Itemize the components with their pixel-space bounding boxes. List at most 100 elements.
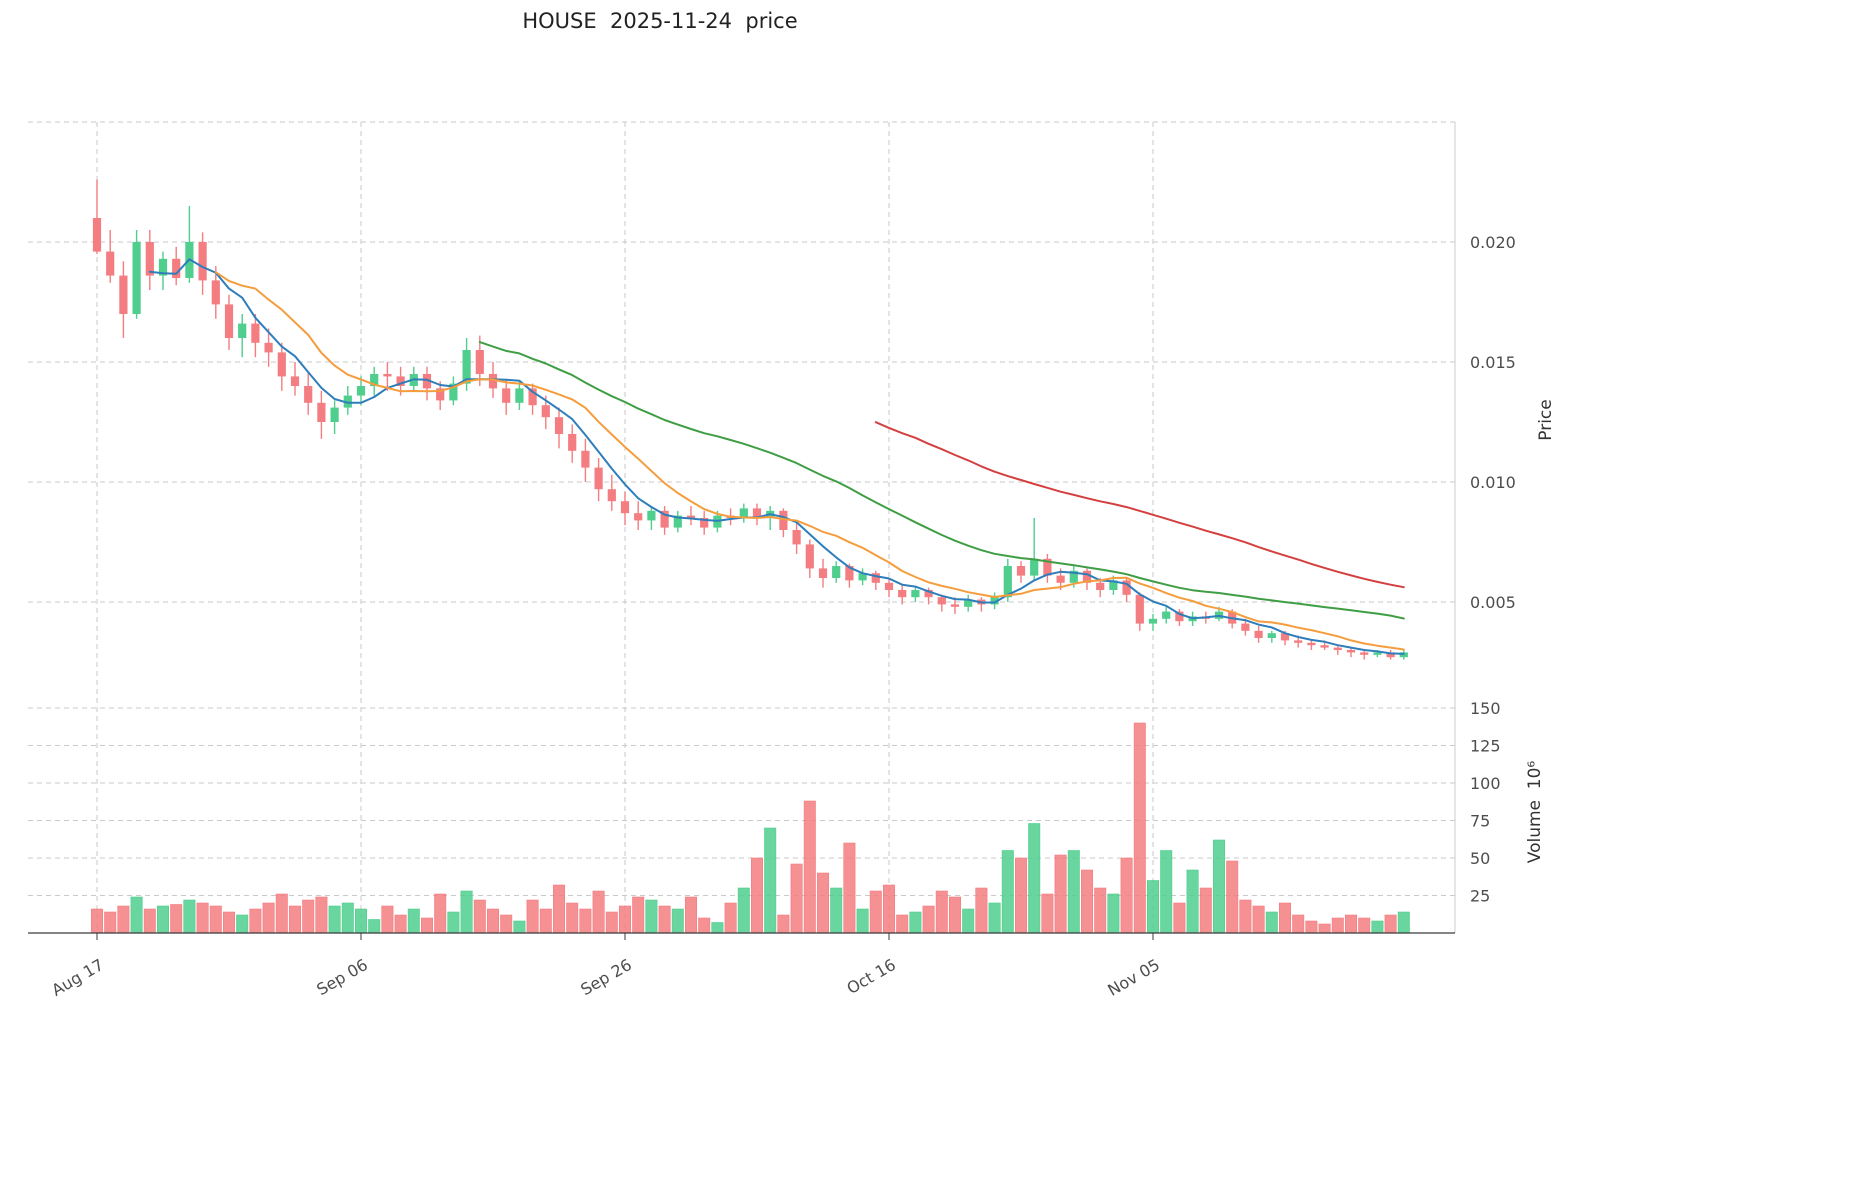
volume-bar	[790, 863, 803, 934]
candle-body	[383, 374, 392, 377]
candle-body	[198, 242, 207, 281]
candle-body	[1267, 633, 1276, 638]
volume-bar	[896, 914, 909, 934]
volume-bar	[737, 887, 750, 934]
volume-bar	[566, 902, 579, 934]
volume-bar	[1107, 893, 1120, 934]
chart-title: HOUSE 2025-11-24 price	[522, 9, 797, 33]
candle-body	[224, 304, 234, 338]
volume-bar	[1292, 914, 1305, 934]
volume-bar	[592, 890, 605, 934]
volume-bar	[486, 908, 499, 934]
candle-body	[792, 530, 801, 545]
candle-body	[568, 434, 577, 451]
candle-body	[607, 489, 616, 502]
candle-body	[871, 573, 880, 583]
candle-body	[805, 544, 814, 569]
candle-body	[277, 352, 286, 377]
candle-body	[1162, 611, 1171, 619]
candle-body	[304, 386, 313, 403]
candle-body	[132, 242, 141, 314]
volume-bar	[843, 842, 856, 934]
volume-bar	[803, 800, 816, 934]
candle-body	[937, 597, 946, 605]
ma-line-10	[214, 271, 1405, 651]
candle-body	[594, 467, 603, 490]
volume-bar	[1014, 857, 1027, 934]
volume-bar	[1384, 914, 1397, 934]
volume-bar	[117, 905, 130, 934]
volume-bar	[922, 905, 935, 934]
volume-bar	[750, 857, 763, 934]
candle-body	[818, 568, 828, 578]
candle-body	[1399, 652, 1408, 658]
volume-bar	[552, 884, 565, 934]
volume-bar	[249, 908, 262, 934]
volume-tick-label: 50	[1470, 849, 1490, 868]
volume-bar	[473, 899, 486, 934]
volume-bar	[368, 919, 381, 934]
volume-tick-label: 125	[1470, 737, 1501, 756]
volume-bar	[1213, 839, 1226, 934]
candle-body	[647, 510, 656, 521]
volume-bar	[909, 911, 922, 934]
ma-line-60	[874, 421, 1405, 589]
candle-body	[964, 599, 973, 607]
volume-bar	[1265, 911, 1278, 934]
candle-body	[396, 376, 405, 386]
candle-body	[211, 280, 220, 305]
volume-bar	[407, 908, 420, 934]
volume-bar	[579, 908, 592, 934]
candle-body	[475, 350, 484, 374]
candle-body	[1109, 580, 1118, 590]
volume-bar	[434, 893, 447, 934]
candle-body	[1386, 652, 1395, 658]
candle-body	[92, 218, 102, 252]
volume-bar	[130, 896, 143, 934]
candle-body	[686, 515, 696, 518]
volume-bar	[183, 899, 196, 934]
candle-body	[1016, 566, 1026, 576]
volume-bar	[1028, 823, 1041, 934]
candle-layer	[92, 179, 1408, 660]
x-tick-label: Aug 17	[48, 955, 107, 1000]
volume-bar	[513, 920, 526, 934]
x-tick-label: Sep 26	[577, 955, 635, 999]
volume-bar	[684, 896, 697, 934]
candle-body	[1346, 650, 1356, 653]
volume-bar	[1041, 893, 1054, 934]
volume-bar	[948, 896, 961, 934]
volume-bar	[275, 893, 288, 934]
volume-tick-label: 150	[1470, 699, 1501, 718]
volume-bar	[856, 908, 869, 934]
volume-bar	[962, 908, 975, 934]
candle-body	[172, 258, 181, 278]
volume-bar	[354, 908, 367, 934]
volume-bar	[302, 899, 315, 934]
candle-body	[317, 402, 326, 422]
volume-bar	[500, 914, 513, 934]
volume-bar	[935, 890, 948, 934]
candle-body	[356, 386, 366, 396]
volume-bar	[539, 908, 552, 934]
candle-body	[752, 508, 762, 518]
candle-body	[119, 275, 128, 314]
candle-body	[700, 518, 709, 528]
candle-body	[1122, 580, 1131, 595]
price-tick-label: 0.010	[1470, 473, 1516, 492]
volume-bar	[1358, 917, 1371, 934]
candle-body	[436, 388, 445, 401]
candle-body	[1096, 582, 1105, 590]
volume-bar	[632, 896, 645, 934]
candle-body	[1030, 558, 1039, 576]
volume-bar	[447, 911, 460, 934]
candle-body	[832, 566, 841, 578]
candle-body	[581, 450, 590, 468]
candle-body	[1373, 652, 1382, 655]
candle-body	[158, 258, 168, 276]
ma-layer	[148, 258, 1405, 655]
volume-bar	[1173, 902, 1186, 934]
volume-bar	[764, 827, 777, 934]
candle-body	[1307, 642, 1316, 646]
